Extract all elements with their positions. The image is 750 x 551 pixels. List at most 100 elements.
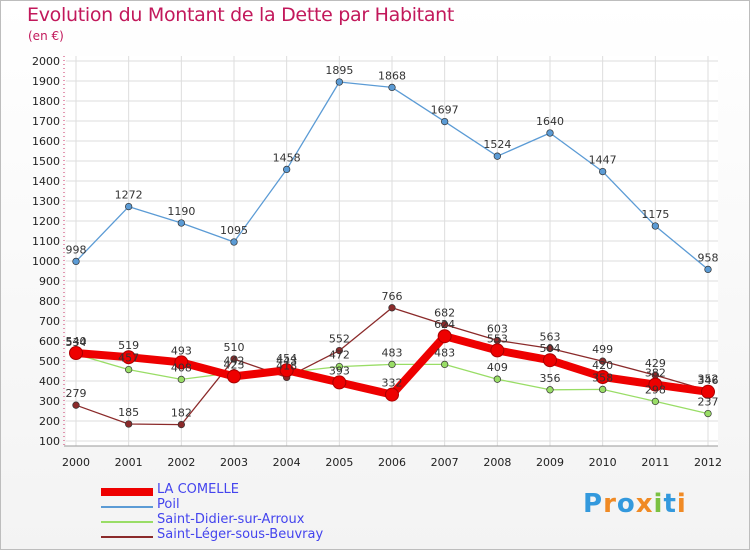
data-label: 1458 [273,151,301,164]
data-label: 352 [698,373,719,386]
data-point [177,420,185,429]
y-tick-label: 200 [39,415,60,428]
y-tick-label: 500 [39,355,60,368]
data-point [595,370,610,384]
data-point [599,385,607,394]
y-tick-label: 600 [39,335,60,348]
x-tick-label: 2007 [431,456,459,469]
data-label: 499 [592,343,613,356]
y-tick-label: 1500 [32,155,60,168]
data-label: 358 [592,371,613,384]
data-point [543,353,557,368]
data-point [230,355,238,363]
y-tick-label: 2000 [32,55,60,68]
data-label: 534 [66,336,87,349]
legend-label: Poil [157,497,180,512]
data-point [599,357,607,365]
data-label: 563 [540,330,561,343]
data-label: 1447 [589,154,617,167]
legend-swatch [101,536,153,538]
data-label: 493 [171,344,192,357]
data-label: 454 [276,352,297,365]
legend-item: Saint-Léger-sous-Beuvray [101,527,421,544]
data-label: 1524 [483,138,511,151]
data-point [388,360,396,369]
data-label: 958 [698,251,719,264]
data-point [599,167,607,176]
data-point [441,320,449,329]
x-tick-label: 2001 [115,456,143,469]
data-label: 519 [118,339,139,352]
data-point [72,257,80,266]
data-label: 1095 [220,224,248,237]
data-point [335,78,343,86]
legend-swatch [101,521,153,523]
data-point [72,401,80,409]
data-label: 393 [329,364,350,377]
data-label: 504 [540,342,561,355]
y-tick-label: 1600 [32,135,60,148]
x-tick-label: 2010 [589,456,617,469]
data-point [283,165,291,174]
legend-swatch [101,506,153,508]
data-label: 185 [118,406,139,419]
data-point [441,360,449,369]
data-label: 423 [224,358,245,371]
data-label: 443 [276,354,297,367]
data-point [441,117,449,126]
x-tick-label: 2003 [220,456,248,469]
data-label: 682 [434,307,455,320]
data-point [69,346,83,360]
y-tick-label: 1800 [32,95,60,108]
data-point [177,375,185,384]
data-point [704,265,712,274]
legend-label: Saint-Léger-sous-Beuvray [157,527,324,542]
data-label: 603 [487,322,508,335]
data-label: 510 [224,341,245,354]
x-tick-label: 2000 [62,456,90,469]
data-label: 356 [540,372,561,385]
data-label: 382 [645,367,666,380]
data-label: 408 [171,361,192,374]
data-label: 237 [698,396,719,409]
data-label: 998 [66,243,87,256]
data-label: 298 [645,383,666,396]
data-label: 1175 [641,208,669,221]
data-label: 182 [171,407,192,420]
data-label: 279 [66,387,87,400]
legend-swatch [101,488,153,496]
data-point [227,369,241,384]
legend-label: LA COMELLE [157,482,240,497]
data-point [651,397,659,406]
y-tick-label: 1900 [32,75,60,88]
data-point [177,219,185,227]
data-label: 1868 [378,69,406,82]
data-point [388,83,396,92]
data-point [437,329,452,344]
x-tick-label: 2008 [483,456,511,469]
data-point [546,386,554,394]
data-point [174,355,189,370]
data-point [125,365,133,374]
y-tick-label: 1200 [32,215,60,228]
x-tick-label: 2005 [325,456,353,469]
data-point [121,350,136,365]
data-label: 553 [487,332,508,345]
data-label: 1697 [431,104,459,117]
data-label: 483 [434,346,455,359]
y-tick-label: 100 [39,435,60,448]
y-tick-label: 1400 [32,175,60,188]
data-label: 429 [645,357,666,370]
chart-title: Evolution du Montant de la Dette par Hab… [27,4,455,26]
data-label: 540 [66,335,87,348]
data-point [490,343,505,358]
data-point [230,238,238,246]
x-tick-label: 2012 [694,456,722,469]
data-point [125,420,133,428]
y-tick-label: 800 [39,295,60,308]
data-point [493,152,501,160]
data-label: 1895 [325,64,353,77]
y-tick-label: 1700 [32,115,60,128]
data-label: 1640 [536,115,564,128]
